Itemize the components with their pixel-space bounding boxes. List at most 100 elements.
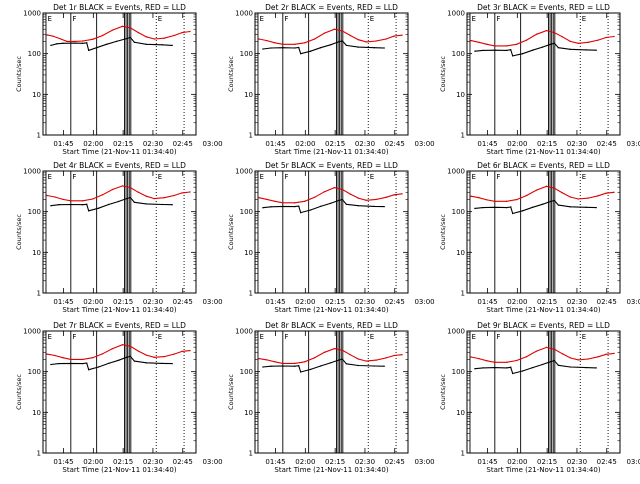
data-point	[129, 27, 131, 29]
data-point	[541, 203, 544, 205]
y-axis-label: Counts/sec	[15, 56, 23, 92]
data-point	[62, 42, 64, 44]
data-point	[310, 209, 312, 211]
x-axis-label: Start Time (21-Nov-11 01:34:40)	[486, 466, 600, 474]
data-point	[145, 195, 147, 197]
data-point	[577, 42, 579, 44]
data-point	[385, 38, 387, 40]
data-point	[70, 358, 72, 360]
x-tick-label: 02:45	[385, 298, 405, 306]
x-axis-label: Start Time (21-Nov-11 01:34:40)	[274, 466, 388, 474]
data-point	[545, 30, 548, 32]
data-point	[595, 49, 597, 51]
data-point	[522, 53, 524, 55]
x-tick-label: 01:45	[477, 140, 497, 148]
event-marker-label: E	[158, 333, 162, 341]
data-point	[605, 353, 607, 355]
data-point	[375, 40, 377, 42]
data-point	[486, 43, 488, 45]
x-tick-label: 03:00	[202, 140, 222, 148]
data-point	[50, 44, 52, 46]
x-tick-label: 02:45	[385, 140, 405, 148]
data-point	[597, 195, 599, 197]
data-point	[341, 188, 343, 191]
chart-title: Det 1r BLACK = Events, RED = LLD	[53, 3, 186, 12]
event-marker-label: E	[259, 333, 263, 341]
event-markers: F EE	[257, 171, 397, 293]
data-point	[557, 204, 559, 206]
x-tick-label: 03:00	[202, 298, 222, 306]
x-tick-label: 03:00	[626, 298, 640, 306]
data-point	[549, 200, 552, 203]
event-marker-label: F	[72, 15, 76, 23]
data-point	[320, 47, 322, 49]
data-point	[535, 189, 538, 191]
series-lld	[470, 185, 615, 202]
data-point	[535, 33, 538, 35]
data-point	[181, 192, 183, 194]
data-point	[341, 199, 343, 201]
data-point	[189, 350, 191, 352]
event-marker-label: F	[496, 333, 500, 341]
data-point	[62, 357, 64, 359]
y-axis-label: Counts/sec	[15, 214, 23, 250]
data-point	[304, 42, 306, 44]
series-events	[50, 355, 173, 371]
data-point	[98, 207, 100, 209]
data-point	[294, 362, 296, 364]
data-point	[569, 196, 571, 198]
x-tick-label: 02:15	[537, 140, 557, 148]
plot-frame	[42, 330, 197, 454]
data-point	[294, 206, 296, 208]
data-point	[375, 198, 377, 200]
data-point	[341, 349, 343, 351]
data-point	[349, 354, 351, 356]
panel-det-5: Det 5r BLACK = Events, RED = LLD 1 10 100 10…	[227, 161, 435, 314]
series-line	[258, 187, 403, 204]
data-point	[304, 200, 306, 202]
event-marker-label: E	[370, 15, 374, 23]
x-tick-label: 02:30	[355, 140, 375, 148]
x-tick-label: 02:45	[597, 140, 617, 148]
plot-frame	[254, 170, 409, 294]
data-point	[129, 187, 131, 189]
data-point	[270, 47, 272, 49]
data-point	[92, 38, 94, 40]
chart-title: Det 7r BLACK = Events, RED = LLD	[53, 321, 186, 330]
data-point	[82, 363, 84, 365]
data-point	[145, 43, 147, 45]
data-point	[512, 372, 514, 375]
data-point	[171, 44, 173, 46]
chart-title: Det 9r BLACK = Events, RED = LLD	[477, 321, 610, 330]
x-tick-label: 02:00	[295, 140, 315, 148]
x-tick-label: 01:45	[53, 458, 73, 466]
x-axis-label: Start Time (21-Nov-11 01:34:40)	[62, 148, 176, 156]
data-point	[314, 196, 316, 198]
event-marker-label: F	[284, 15, 288, 23]
y-axis-label: Counts/sec	[227, 56, 235, 92]
event-marker-label: E	[471, 15, 475, 23]
data-point	[561, 353, 563, 355]
plot-frame	[466, 330, 621, 454]
data-point	[526, 39, 528, 41]
event-marker-label: E	[582, 15, 586, 23]
data-point	[553, 199, 555, 202]
series-line	[474, 360, 597, 375]
data-point	[383, 365, 385, 367]
x-tick-label: 03:00	[626, 458, 640, 466]
data-point	[88, 210, 90, 212]
y-tick-label: 1000	[23, 168, 41, 176]
data-point	[92, 357, 94, 359]
data-point	[266, 40, 268, 42]
data-point	[393, 194, 395, 196]
y-axis-label: Counts/sec	[15, 374, 23, 410]
plot-frame	[466, 170, 621, 294]
data-point	[163, 356, 165, 358]
x-tick-label: 02:45	[597, 458, 617, 466]
y-axis: 1 10 100 1000	[23, 168, 196, 298]
data-point	[153, 38, 155, 40]
data-point	[365, 199, 367, 201]
plot-frame	[254, 330, 409, 454]
data-point	[262, 207, 264, 209]
x-tick-label: 03:00	[202, 458, 222, 466]
